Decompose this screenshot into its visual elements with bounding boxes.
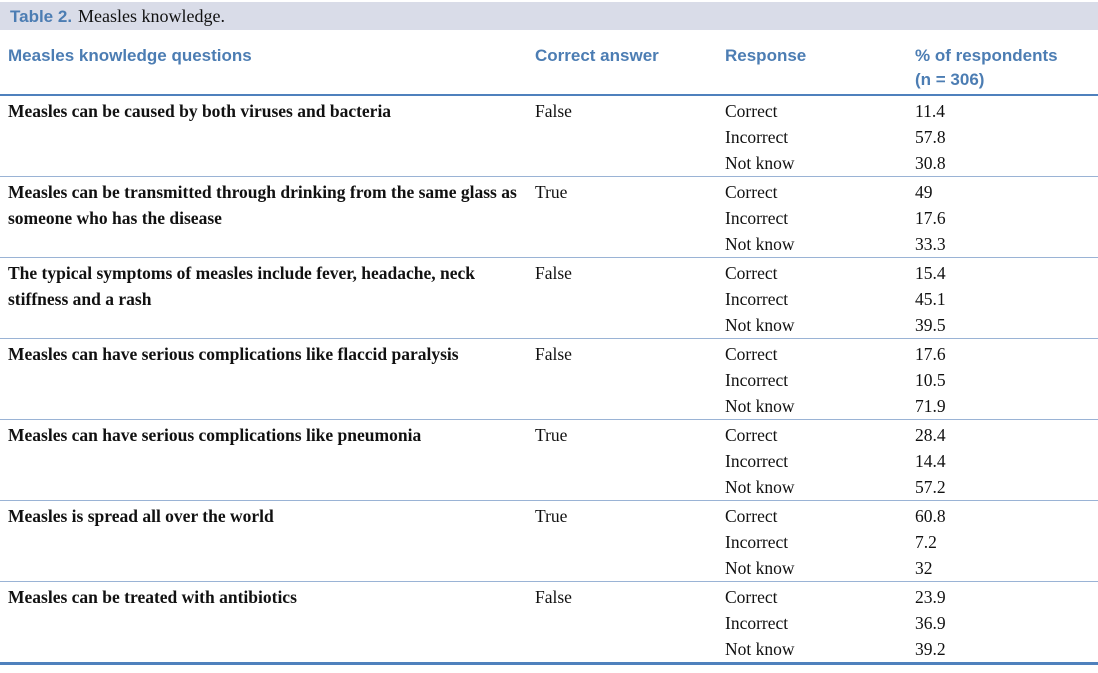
- percent-value: 49: [915, 182, 933, 202]
- response-label: Correct: [725, 182, 778, 202]
- percent-value: 32: [915, 558, 933, 578]
- percent-value: 33.3: [915, 234, 946, 254]
- question-cell: Measles can be treated with antibiotics: [8, 587, 297, 607]
- header-percent-line1: % of respondents: [915, 46, 1058, 65]
- percent-value: 17.6: [915, 344, 946, 364]
- response-label: Incorrect: [725, 208, 789, 228]
- correct-answer-cell: True: [535, 425, 568, 445]
- response-label: Not know: [725, 558, 795, 578]
- percent-value: 28.4: [915, 425, 946, 445]
- header-questions: Measles knowledge questions: [8, 46, 252, 65]
- correct-answer-cell: False: [535, 263, 572, 283]
- question-cell: Measles can have serious complications l…: [8, 344, 459, 364]
- table-row: Measles can have serious complications l…: [0, 420, 1098, 501]
- response-label: Not know: [725, 153, 795, 173]
- percent-value: 14.4: [915, 451, 946, 471]
- response-cell: Correct Incorrect Not know: [725, 584, 915, 662]
- header-percent: % of respondents (n = 306): [915, 44, 1098, 92]
- response-label: Incorrect: [725, 127, 789, 147]
- percent-cell: 17.6 10.5 71.9: [915, 341, 1098, 419]
- response-cell: Correct Incorrect Not know: [725, 98, 915, 176]
- caption-label: Table 2.: [10, 7, 73, 26]
- percent-value: 71.9: [915, 396, 946, 416]
- response-cell: Correct Incorrect Not know: [725, 179, 915, 257]
- question-cell: Measles is spread all over the world: [8, 506, 274, 526]
- correct-answer-cell: False: [535, 344, 572, 364]
- table-row: Measles can be treated with antibiotics …: [0, 582, 1098, 665]
- percent-value: 39.2: [915, 639, 946, 659]
- response-label: Incorrect: [725, 532, 789, 552]
- caption-text: Measles knowledge.: [78, 6, 226, 26]
- question-cell: Measles can have serious complications l…: [8, 425, 422, 445]
- percent-value: 60.8: [915, 506, 946, 526]
- response-label: Not know: [725, 396, 795, 416]
- response-label: Not know: [725, 234, 795, 254]
- percent-value: 39.5: [915, 315, 946, 335]
- percent-value: 45.1: [915, 289, 946, 309]
- correct-answer-cell: False: [535, 101, 572, 121]
- response-cell: Correct Incorrect Not know: [725, 422, 915, 500]
- percent-cell: 15.4 45.1 39.5: [915, 260, 1098, 338]
- correct-answer-cell: True: [535, 182, 568, 202]
- response-label: Correct: [725, 344, 778, 364]
- percent-value: 57.8: [915, 127, 946, 147]
- response-cell: Correct Incorrect Not know: [725, 503, 915, 581]
- percent-value: 17.6: [915, 208, 946, 228]
- table-caption: Table 2. Measles knowledge.: [0, 2, 1098, 30]
- table-row: Measles is spread all over the world Tru…: [0, 501, 1098, 582]
- percent-value: 36.9: [915, 613, 946, 633]
- response-label: Incorrect: [725, 289, 789, 309]
- header-response: Response: [725, 46, 807, 65]
- table-row: Measles can have serious complications l…: [0, 339, 1098, 420]
- question-cell: The typical symptoms of measles include …: [8, 263, 475, 309]
- header-correct-answer: Correct answer: [535, 46, 659, 65]
- response-label: Not know: [725, 477, 795, 497]
- response-label: Incorrect: [725, 451, 789, 471]
- correct-answer-cell: False: [535, 587, 572, 607]
- percent-value: 15.4: [915, 263, 946, 283]
- percent-value: 10.5: [915, 370, 946, 390]
- response-cell: Correct Incorrect Not know: [725, 341, 915, 419]
- response-label: Correct: [725, 587, 778, 607]
- response-label: Incorrect: [725, 613, 789, 633]
- question-cell: Measles can be caused by both viruses an…: [8, 101, 392, 121]
- correct-answer-cell: True: [535, 506, 568, 526]
- response-label: Not know: [725, 639, 795, 659]
- table-row: Measles can be transmitted through drink…: [0, 177, 1098, 258]
- percent-cell: 28.4 14.4 57.2: [915, 422, 1098, 500]
- table-row: Measles can be caused by both viruses an…: [0, 96, 1098, 177]
- response-cell: Correct Incorrect Not know: [725, 260, 915, 338]
- percent-cell: 60.8 7.2 32: [915, 503, 1098, 581]
- percent-cell: 23.9 36.9 39.2: [915, 584, 1098, 662]
- percent-cell: 49 17.6 33.3: [915, 179, 1098, 257]
- response-label: Correct: [725, 506, 778, 526]
- table-header-row: Measles knowledge questions Correct answ…: [0, 30, 1098, 96]
- percent-value: 7.2: [915, 532, 937, 552]
- percent-value: 30.8: [915, 153, 946, 173]
- percent-cell: 11.4 57.8 30.8: [915, 98, 1098, 176]
- response-label: Correct: [725, 263, 778, 283]
- table-row: The typical symptoms of measles include …: [0, 258, 1098, 339]
- percent-value: 11.4: [915, 101, 945, 121]
- response-label: Not know: [725, 315, 795, 335]
- header-percent-line2: (n = 306): [915, 70, 985, 89]
- percent-value: 57.2: [915, 477, 946, 497]
- response-label: Correct: [725, 425, 778, 445]
- question-cell: Measles can be transmitted through drink…: [8, 182, 517, 228]
- response-label: Correct: [725, 101, 778, 121]
- percent-value: 23.9: [915, 587, 946, 607]
- response-label: Incorrect: [725, 370, 789, 390]
